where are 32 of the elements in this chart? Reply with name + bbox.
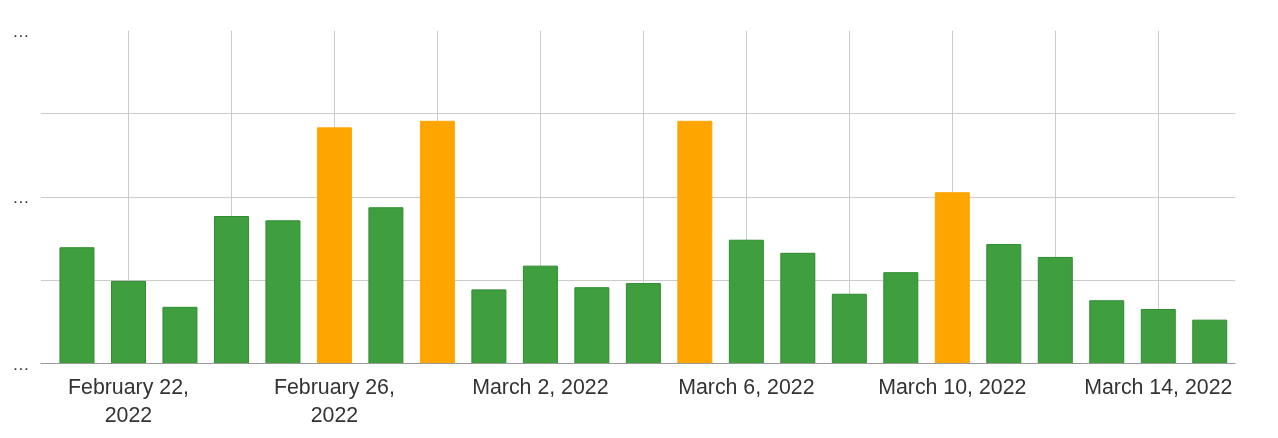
bar — [213, 216, 249, 364]
x-tick-label: February 22, 2022 — [68, 374, 189, 428]
bar — [265, 220, 301, 364]
bar — [419, 120, 455, 364]
bar — [780, 252, 816, 364]
bar — [934, 192, 970, 364]
text: … — [12, 353, 30, 374]
bar — [522, 265, 558, 364]
bar — [162, 306, 198, 364]
bar — [574, 287, 610, 364]
bar — [677, 120, 713, 364]
bar — [883, 272, 919, 364]
bar — [1037, 256, 1073, 364]
bar — [728, 239, 764, 364]
bar — [625, 283, 661, 364]
bar — [1140, 308, 1176, 364]
bar — [471, 289, 507, 364]
x-tick-label: March 14, 2022 — [1084, 374, 1233, 399]
bar — [59, 247, 95, 364]
x-tick-label: February 26, 2022 — [273, 374, 395, 428]
bar — [1192, 319, 1228, 364]
bar — [1089, 300, 1125, 364]
bar — [110, 280, 146, 364]
text: … — [12, 187, 30, 207]
x-tick-label: March 2, 2022 — [472, 374, 609, 399]
bar — [368, 207, 404, 364]
text: … — [12, 20, 30, 41]
bar — [986, 244, 1022, 364]
bar — [831, 293, 867, 364]
x-tick-label: March 6, 2022 — [678, 374, 815, 399]
x-tick-label: March 10, 2022 — [878, 374, 1027, 399]
bar — [316, 127, 352, 364]
